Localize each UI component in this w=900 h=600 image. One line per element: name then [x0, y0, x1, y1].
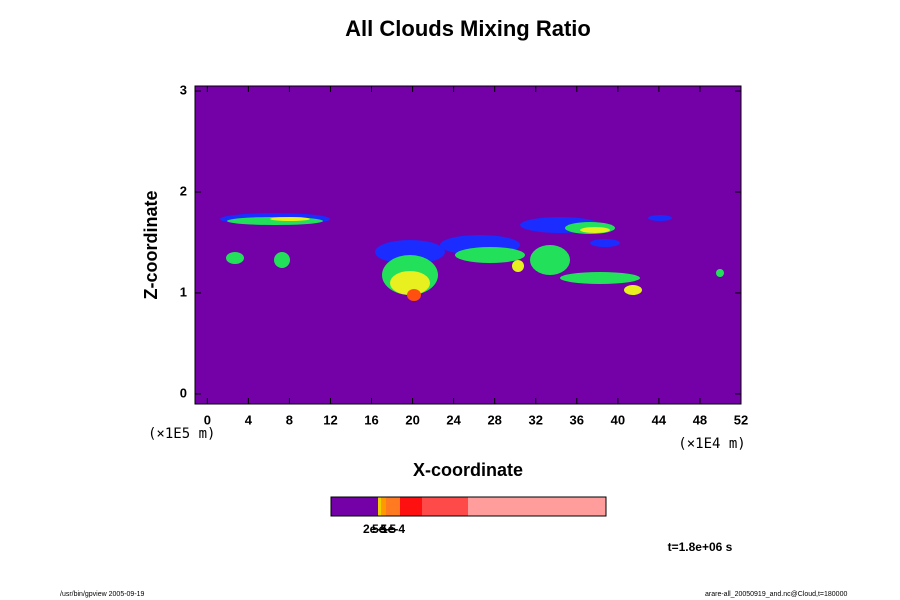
x-tick-label: 24	[446, 412, 461, 427]
x-unit: (×1E4 m)	[678, 436, 745, 452]
x-tick-label: 12	[323, 412, 337, 427]
cloud-field	[220, 213, 724, 301]
colorbar	[331, 497, 606, 516]
colorbar-label: 5e-5	[372, 522, 396, 536]
y-tick-label: 2	[180, 183, 187, 198]
x-tick-label: 28	[487, 412, 501, 427]
y-tick-label: 3	[180, 82, 187, 97]
colorbar-segment	[378, 497, 381, 516]
colorbar-segment	[422, 497, 468, 516]
colorbar-segment	[381, 497, 386, 516]
colorbar-segment	[400, 497, 422, 516]
x-tick-label: 40	[611, 412, 625, 427]
x-tick-label: 36	[570, 412, 584, 427]
footer-left: /usr/bin/gpview 2005-09-19	[60, 591, 145, 598]
y-axis-label: Z-coordinate	[141, 190, 161, 299]
colorbar-segment	[386, 497, 400, 516]
y-tick-label: 1	[180, 284, 187, 299]
colorbar-frame	[330, 496, 607, 517]
x-tick-label: 44	[652, 412, 667, 427]
plot-frame	[194, 85, 742, 405]
footer-right: arare-all_20050919_and.nc@Cloud,t=180000	[705, 591, 847, 598]
colorbar-segment	[468, 497, 606, 516]
colorbar-label: 1e-4	[381, 522, 405, 536]
colorbar-label: 2e-5	[363, 522, 387, 536]
x-tick-label: 20	[405, 412, 419, 427]
x-tick-label: 52	[734, 412, 748, 427]
x-tick-label: 32	[529, 412, 543, 427]
x-tick-label: 0	[204, 412, 211, 427]
x-tick-label: 4	[245, 412, 253, 427]
time-label: t=1.8e+06 s	[668, 540, 733, 554]
x-axis-label: X-coordinate	[413, 460, 523, 480]
x-tick-label: 48	[693, 412, 707, 427]
y-unit: (×1E5 m)	[148, 426, 215, 442]
chart-title: All Clouds Mixing Ratio	[345, 16, 591, 41]
colorbar-segment	[331, 497, 378, 516]
y-tick-label: 0	[180, 385, 187, 400]
x-tick-label: 16	[364, 412, 378, 427]
x-tick-label: 8	[286, 412, 293, 427]
